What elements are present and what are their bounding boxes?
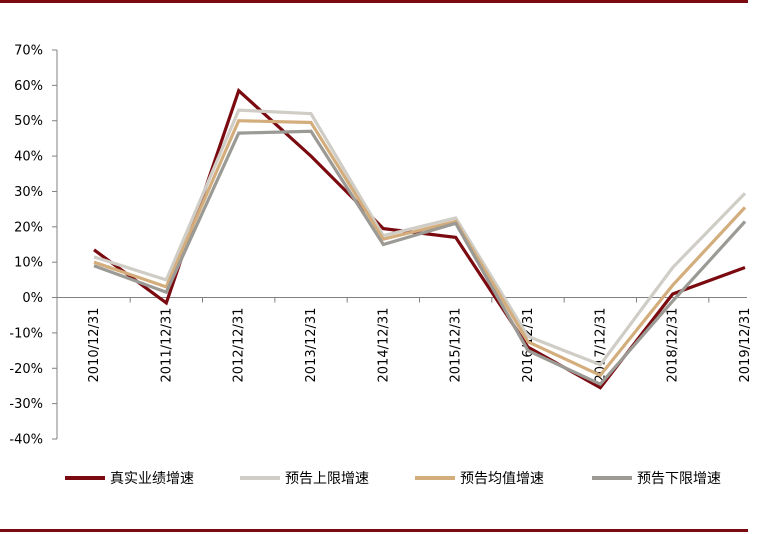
x-tick-label: 2012/12/31 (232, 308, 247, 383)
legend: 真实业绩增速 预告上限增速 预告均值增速 预告下限增速 (65, 471, 721, 487)
top-rule (0, 0, 748, 3)
y-tick-label: 30% (14, 185, 43, 200)
y-tick-label: 0% (22, 291, 43, 306)
y-tick-label: 40% (14, 150, 43, 165)
x-tick-label: 2018/12/31 (666, 308, 681, 383)
y-tick-label: -10% (9, 326, 43, 341)
y-tick-label: -20% (9, 362, 43, 377)
series-layer (93, 87, 747, 390)
legend-label-1: 真实业绩增速 (110, 471, 194, 487)
series-line-2 (93, 108, 747, 367)
series-line-3 (93, 119, 747, 378)
x-tick-label: 2014/12/31 (376, 308, 391, 383)
y-tick-label: 60% (14, 79, 43, 94)
legend-label-4: 预告下限增速 (637, 471, 721, 487)
legend-label-3: 预告均值增速 (460, 471, 544, 487)
legend-label-2: 预告上限增速 (285, 471, 369, 487)
y-tick-label: 50% (14, 114, 43, 129)
x-tick-label: 2013/12/31 (304, 308, 319, 383)
y-tick-label: -30% (9, 397, 43, 412)
series-line-4 (93, 129, 747, 387)
bottom-rule (0, 529, 748, 532)
x-tick-label: 2011/12/31 (159, 308, 174, 383)
y-tick-label: 70% (14, 44, 43, 59)
x-tick-label: 2010/12/31 (87, 308, 102, 383)
x-tick-label: 2015/12/31 (449, 308, 464, 383)
y-tick-label: 10% (14, 256, 43, 271)
x-tick-label: 2019/12/31 (738, 308, 753, 383)
y-tick-label: 20% (14, 220, 43, 235)
x-tick-label: 2017/12/31 (593, 308, 608, 383)
y-tick-label: -40% (9, 433, 43, 448)
axes: -40% -30% -20% -10% 0% 10% 20% 30% 40% 50% 60% 70% 2… (9, 44, 753, 448)
